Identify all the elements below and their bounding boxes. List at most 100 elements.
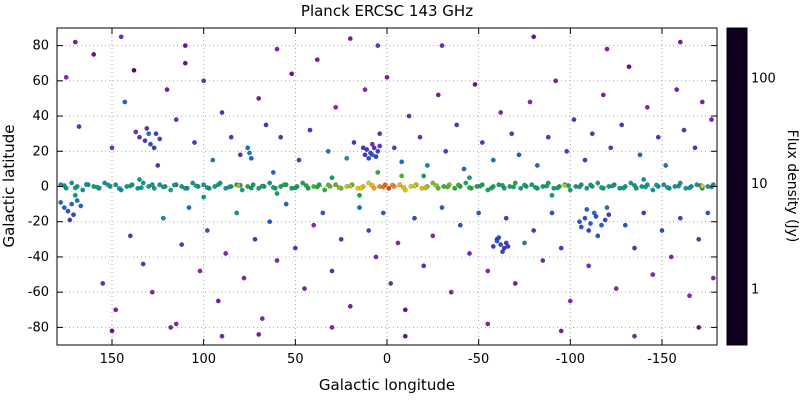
data-point [157,136,163,142]
data-point [329,324,335,330]
colorbar-tick-label: 10 [751,177,768,192]
data-point [325,148,331,154]
data-point [94,184,100,190]
data-point [292,245,298,251]
data-point [302,286,307,292]
data-point [248,185,254,191]
data-point [182,60,188,66]
data-point [228,134,234,140]
data-point [467,175,472,181]
data-point [113,307,119,313]
data-point [445,184,450,190]
data-point [622,222,628,228]
data-point [127,233,133,239]
data-point [599,185,604,191]
data-point [366,228,372,233]
data-point [241,275,247,281]
y-tick-label: 60 [32,74,49,89]
data-point [677,39,683,45]
data-point [595,180,601,186]
data-point [696,324,702,330]
data-point [190,180,196,186]
data-point [485,268,491,274]
data-point [168,324,174,330]
data-point [490,157,496,163]
data-point [292,185,298,191]
data-point [494,238,500,244]
data-point [709,117,714,123]
data-point [512,280,518,286]
data-point [386,185,392,191]
data-point [204,185,210,191]
data-point [74,198,80,204]
y-tick-label: 40 [32,109,49,124]
data-point [153,131,159,137]
data-point [584,206,590,212]
x-tick-label: 50 [287,352,304,367]
colorbar-ticks: 1 10 100 [727,71,776,298]
data-point [245,145,251,151]
data-point [164,87,170,93]
data-point [650,187,656,193]
data-point [133,129,139,135]
data-point [454,122,460,128]
data-point [267,219,273,225]
data-point [549,192,555,198]
data-point [501,245,507,251]
data-point [357,192,362,198]
data-point [320,210,326,216]
data-point [512,180,518,186]
data-point [544,183,549,189]
data-point [500,182,505,188]
data-point [562,182,568,188]
plot-frame [56,27,718,346]
x-tick-label: -50 [468,352,489,367]
y-tick-label: 0 [41,180,49,195]
data-point [540,258,546,263]
data-point [360,145,366,151]
data-point [527,99,533,105]
data-point [377,131,383,137]
data-point [333,182,339,188]
data-point [219,333,225,339]
data-point [496,235,502,241]
data-point [137,134,142,140]
data-point [239,187,245,193]
data-point [498,242,504,248]
data-point [369,141,375,147]
data-point [109,328,115,334]
data-point [476,210,482,216]
data-point [655,134,661,140]
data-point [613,286,619,292]
data-point [63,74,69,80]
data-point [72,185,78,191]
data-point [582,215,588,221]
data-point [661,182,667,188]
data-point [434,183,439,189]
data-point [500,249,505,255]
data-point [237,152,243,158]
chart-title: Planck ERCSC 143 GHz [301,2,473,20]
data-point [577,184,582,190]
data-point [140,261,146,267]
data-point [397,182,403,188]
data-point [509,131,515,137]
data-point [498,110,504,115]
y-tick-label: -20 [28,215,49,230]
colorbar-tick-label: 100 [751,71,776,86]
data-point [558,245,564,251]
data-point [511,184,516,190]
data-point [650,272,656,278]
data-point [173,117,179,123]
data-point [364,147,370,152]
data-point [375,148,381,154]
data-point [91,51,97,57]
data-point [608,145,614,151]
data-point [401,184,406,190]
data-point [256,95,262,101]
data-point [586,263,592,269]
x-tick-label: -100 [556,352,586,367]
data-point [390,182,395,188]
colorbar [727,28,747,345]
data-point [263,122,269,128]
